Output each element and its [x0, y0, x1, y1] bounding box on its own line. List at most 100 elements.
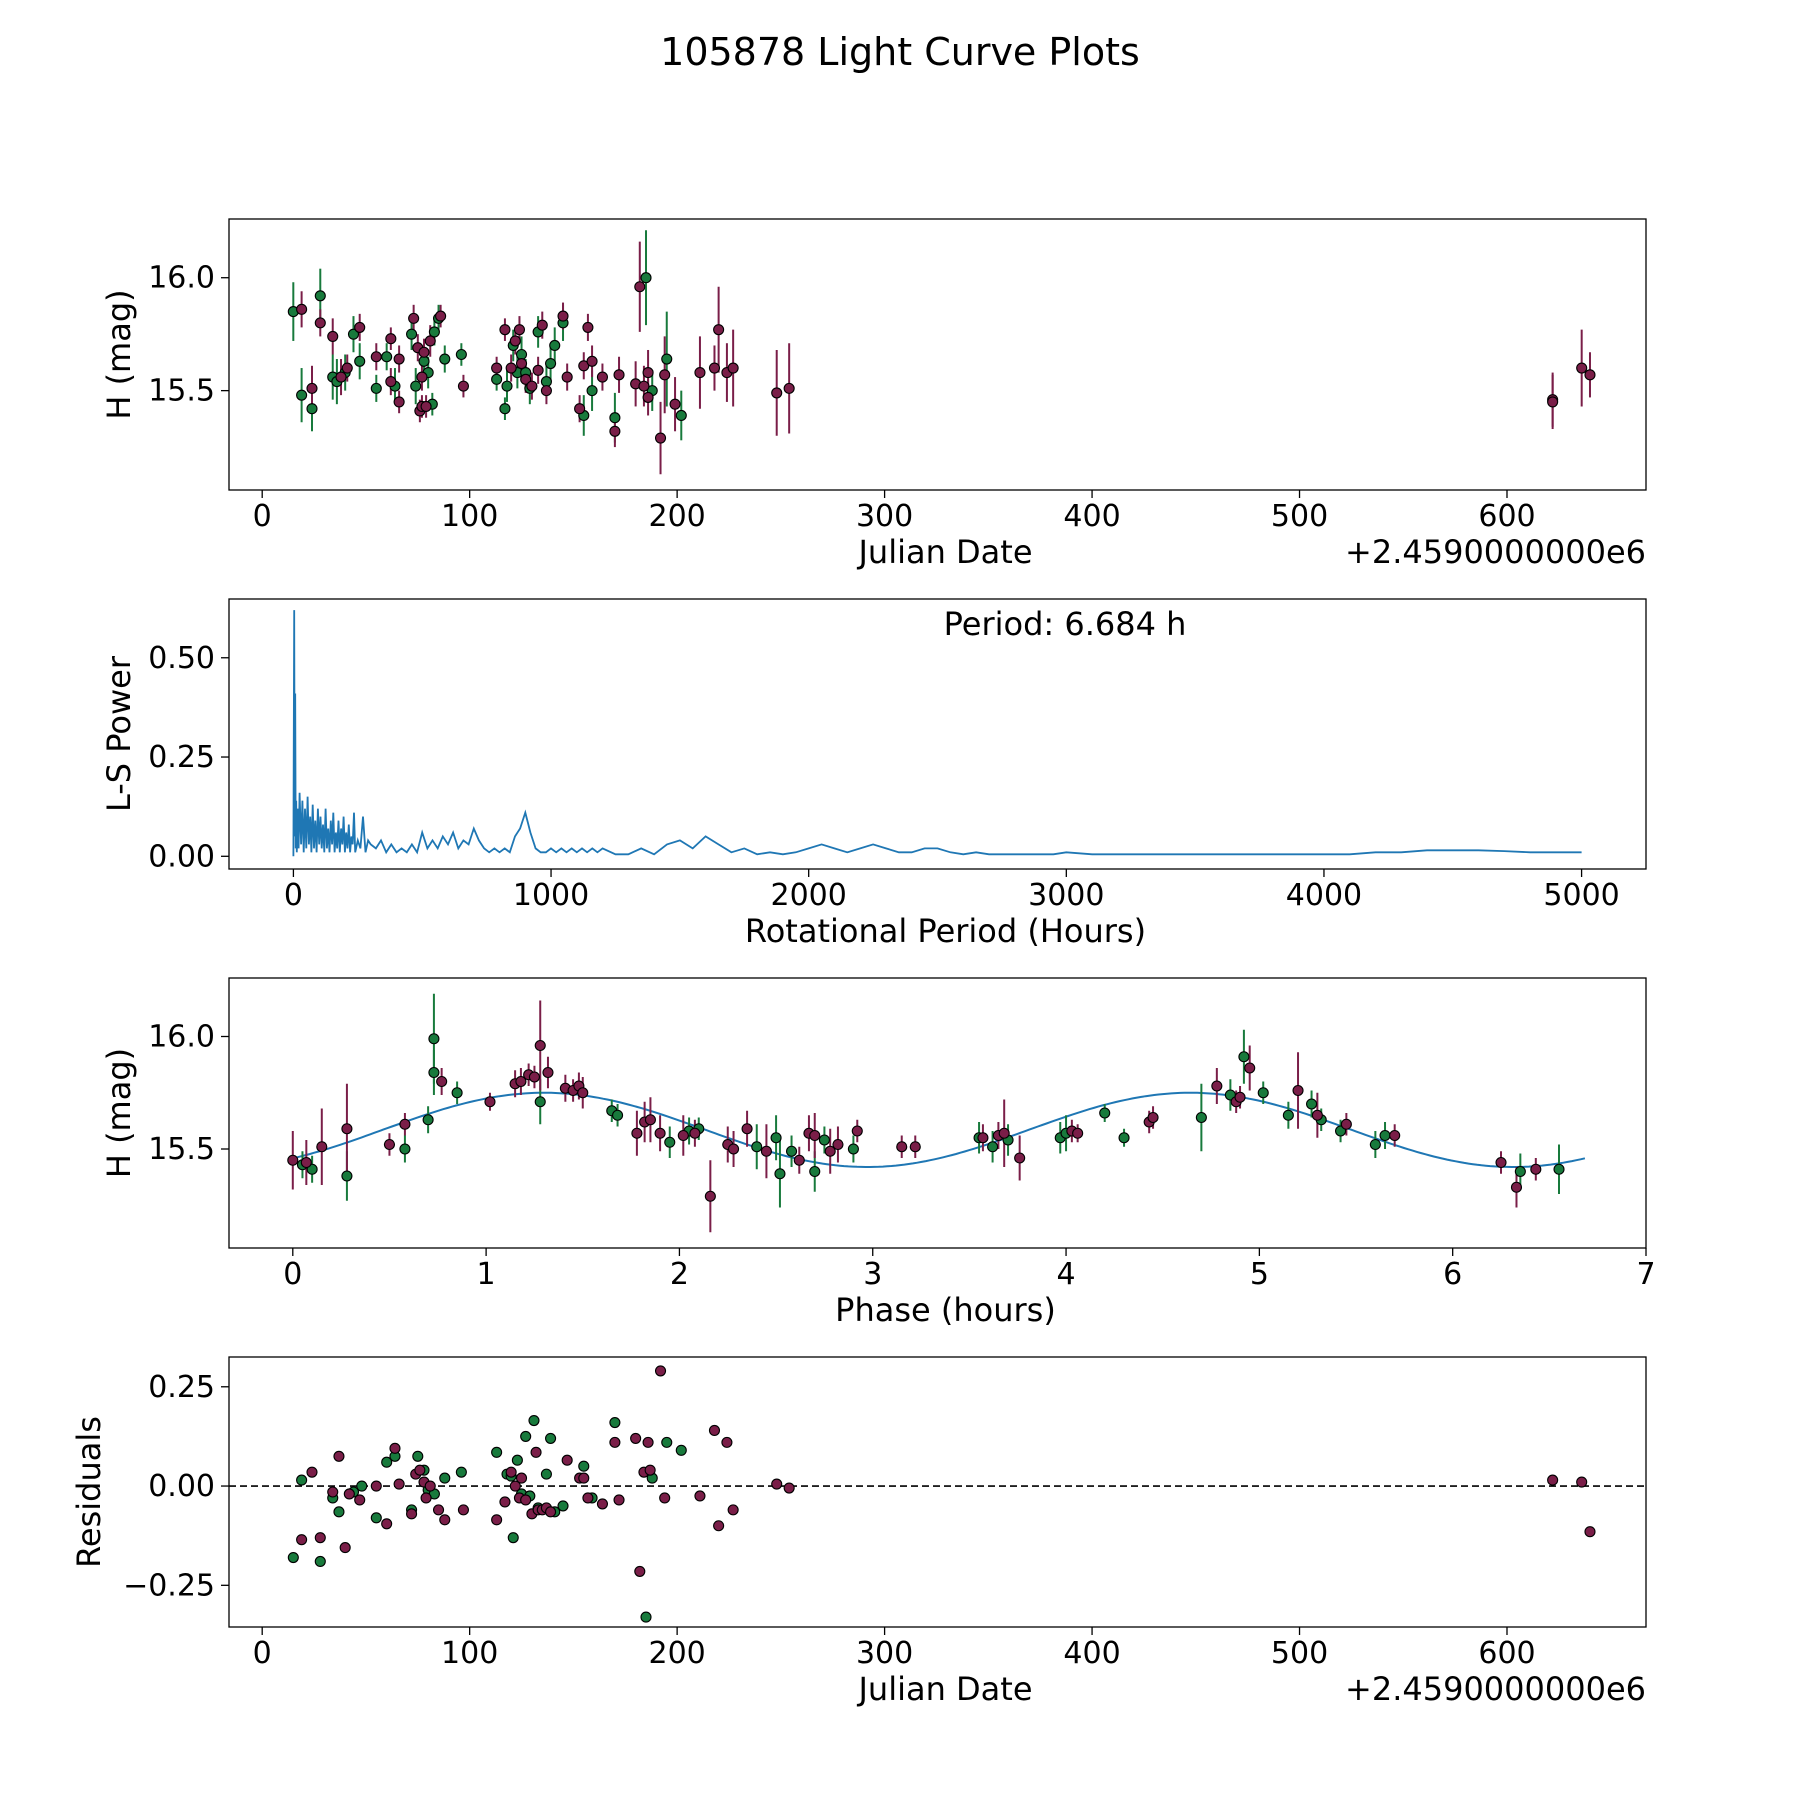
x-tick-label: 7: [1636, 1257, 1655, 1292]
data-point: [1282, 1109, 1294, 1121]
data-point: [341, 362, 353, 374]
data-point: [499, 1496, 511, 1508]
data-point: [1292, 1084, 1304, 1097]
data-point: [381, 351, 393, 363]
data-point: [534, 1096, 546, 1108]
data-point: [783, 382, 795, 394]
data-point: [596, 371, 608, 383]
data-point: [582, 321, 594, 333]
data-point: [457, 1504, 469, 1516]
data-point: [545, 1506, 557, 1518]
light-curve-panel: 0 100 200 300 400 500 600 15.5 16.0 Julian Date H …: [100, 218, 1647, 571]
axes-frame: [228, 598, 1647, 870]
x-axis-label: Rotational Period (Hours): [745, 912, 1146, 950]
data-point: [393, 396, 405, 408]
y-tick-label: 0.25: [148, 740, 215, 775]
y-axis-label: Residuals: [70, 1416, 108, 1568]
data-point: [515, 1472, 528, 1484]
data-point: [484, 1096, 496, 1108]
data-point: [507, 1532, 519, 1544]
data-point: [416, 371, 428, 383]
x-tick-label: 5000: [1543, 878, 1619, 913]
data-point: [664, 1136, 676, 1148]
data-point: [306, 1466, 318, 1478]
data-point: [675, 409, 687, 422]
data-point: [713, 324, 725, 336]
data-point: [644, 1114, 656, 1126]
data-point: [511, 1454, 523, 1466]
x-axis-label: Julian Date: [856, 1670, 1032, 1708]
data-point: [381, 1456, 393, 1468]
data-point: [642, 1436, 654, 1448]
data-point: [694, 367, 706, 379]
data-point: [577, 1087, 589, 1099]
y-tick-label: 0.00: [148, 1469, 215, 1504]
data-point: [1547, 1474, 1559, 1486]
data-point: [393, 1478, 405, 1490]
x-tick-label: 500: [1271, 1636, 1328, 1671]
data-point: [422, 1114, 434, 1126]
data-point: [333, 1506, 345, 1518]
y-tick-label: 0.00: [148, 839, 215, 874]
y-axis-label: L-S Power: [100, 655, 138, 812]
data-point: [536, 319, 548, 331]
data-point: [612, 1109, 624, 1121]
data-point: [1514, 1165, 1526, 1178]
x-tick-label: 0: [253, 1636, 272, 1671]
data-point: [751, 1141, 763, 1153]
data-point: [708, 362, 721, 374]
data-point: [370, 1512, 382, 1524]
data-point: [574, 403, 586, 415]
data-point: [557, 310, 569, 322]
x-tick-label: 3000: [1028, 878, 1104, 913]
data-point: [824, 1145, 836, 1157]
data-point: [327, 330, 339, 342]
x-tick-label: 2: [670, 1257, 689, 1292]
data-point: [439, 353, 451, 365]
data-point: [296, 389, 308, 401]
x-tick-label: 1000: [513, 878, 589, 913]
data-point: [354, 355, 366, 367]
data-point: [557, 1500, 569, 1512]
data-point: [613, 369, 625, 381]
data-point: [455, 348, 467, 361]
data-point: [347, 328, 360, 340]
data-point: [1306, 1098, 1318, 1110]
data-point: [540, 385, 552, 397]
data-point: [609, 1436, 621, 1448]
data-point: [675, 1444, 687, 1456]
data-point: [818, 1134, 830, 1146]
data-point: [408, 312, 420, 324]
x-tick-label: 500: [1271, 499, 1328, 534]
data-point: [774, 1168, 786, 1180]
data-point: [694, 1490, 706, 1502]
x-tick-label: 300: [856, 499, 913, 534]
data-point: [436, 1075, 448, 1088]
data-point: [296, 303, 308, 315]
data-point: [708, 1424, 721, 1437]
data-point: [689, 1127, 701, 1139]
data-point: [287, 1154, 299, 1166]
x-axis-label: Julian Date: [856, 533, 1032, 571]
x-tick-label: 600: [1478, 1636, 1535, 1671]
data-point: [545, 357, 557, 370]
data-point: [520, 1430, 532, 1442]
data-point: [491, 1514, 503, 1526]
x-tick-label: 0: [284, 878, 303, 913]
data-point: [1014, 1152, 1026, 1164]
data-point: [1340, 1118, 1352, 1130]
data-point: [561, 1454, 573, 1466]
data-point: [314, 317, 326, 329]
y-tick-label: 16.0: [148, 261, 215, 296]
data-point: [582, 1492, 594, 1504]
data-point: [634, 1565, 646, 1577]
data-point: [809, 1165, 821, 1178]
data-point: [341, 1170, 353, 1182]
data-point: [896, 1141, 908, 1153]
data-point: [515, 357, 528, 370]
data-point: [406, 1508, 418, 1520]
data-point: [1072, 1127, 1084, 1139]
data-point: [1311, 1109, 1323, 1121]
data-point: [1547, 396, 1559, 408]
data-point: [420, 400, 432, 412]
